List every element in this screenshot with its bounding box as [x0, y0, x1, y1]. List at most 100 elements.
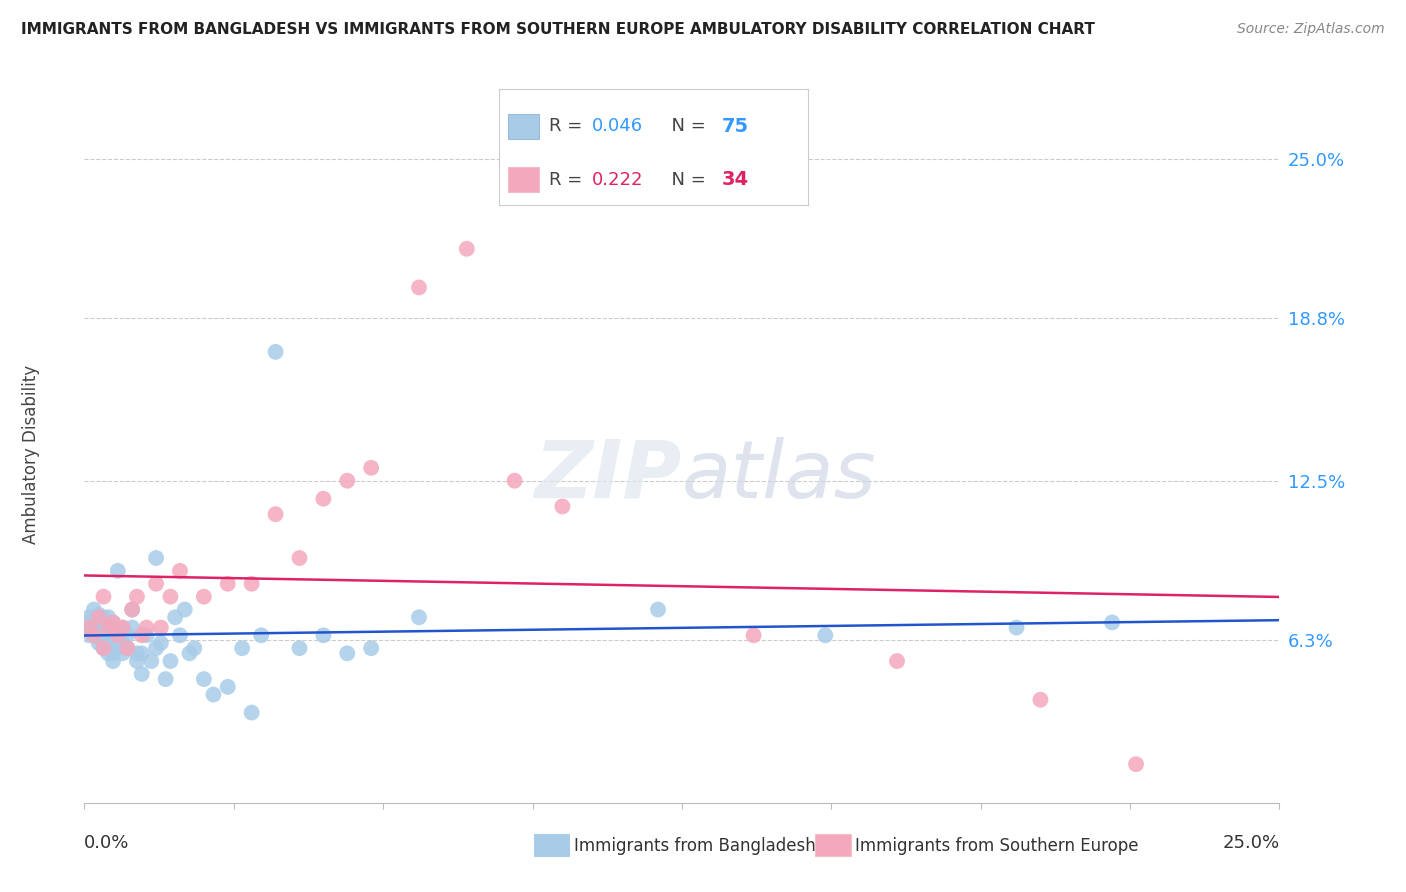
Point [165, 610, 187, 624]
Point [77, 621, 100, 635]
Point [101, 615, 124, 630]
Point [1029, 692, 1052, 706]
Point [93, 590, 115, 604]
Point [250, 628, 273, 642]
Text: Immigrants from Bangladesh: Immigrants from Bangladesh [574, 837, 815, 855]
Point [169, 628, 191, 642]
Point [217, 576, 239, 591]
Point [141, 654, 163, 668]
Point [288, 641, 311, 656]
Point [135, 628, 157, 642]
Point [149, 636, 172, 650]
Point [1125, 757, 1147, 772]
Point [145, 551, 167, 566]
Point [87, 610, 110, 624]
Point [183, 641, 205, 656]
Point [169, 564, 191, 578]
Point [87, 636, 110, 650]
Point [87, 631, 110, 645]
Point [97, 621, 120, 635]
Point [87, 607, 110, 622]
Point [111, 621, 134, 635]
Point [101, 636, 124, 650]
Point [125, 590, 148, 604]
Point [193, 672, 215, 686]
Point [97, 646, 120, 660]
Text: Source: ZipAtlas.com: Source: ZipAtlas.com [1237, 22, 1385, 37]
Point [83, 602, 105, 616]
Point [312, 628, 335, 642]
Point [217, 680, 239, 694]
Text: 0.222: 0.222 [592, 170, 644, 188]
Point [83, 625, 105, 640]
Point [77, 615, 100, 630]
Point [97, 610, 120, 624]
Point [83, 615, 105, 630]
Point [360, 641, 382, 656]
Text: R =: R = [548, 118, 588, 136]
Point [125, 646, 148, 660]
Text: 34: 34 [721, 170, 749, 189]
Point [101, 615, 124, 630]
Point [93, 621, 115, 635]
Point [240, 706, 263, 720]
Text: 0.0%: 0.0% [84, 834, 129, 852]
Text: Ambulatory Disability: Ambulatory Disability [21, 366, 39, 544]
Point [111, 621, 134, 635]
Point [101, 628, 124, 642]
Point [264, 507, 287, 521]
Point [647, 602, 669, 616]
Point [202, 688, 225, 702]
Point [117, 628, 139, 642]
Point [117, 641, 139, 656]
Text: 25.0%: 25.0% [1222, 834, 1279, 852]
Point [149, 621, 172, 635]
Point [107, 641, 129, 656]
Point [360, 460, 382, 475]
Point [155, 672, 177, 686]
Point [107, 628, 129, 642]
Text: ZIP: ZIP [534, 437, 682, 515]
Point [87, 615, 110, 630]
Point [111, 646, 134, 660]
Point [77, 610, 100, 624]
Point [87, 625, 110, 640]
Point [83, 628, 105, 642]
Point [97, 633, 120, 648]
Point [179, 646, 201, 660]
Point [121, 621, 143, 635]
Point [121, 602, 143, 616]
Point [93, 628, 115, 642]
Point [93, 610, 115, 624]
Point [159, 654, 181, 668]
Point [107, 628, 129, 642]
Point [83, 621, 105, 635]
Point [117, 641, 139, 656]
Point [814, 628, 837, 642]
Text: N =: N = [659, 170, 711, 188]
Text: 75: 75 [721, 117, 749, 136]
Text: Immigrants from Southern Europe: Immigrants from Southern Europe [855, 837, 1139, 855]
FancyBboxPatch shape [509, 113, 540, 139]
Point [173, 602, 195, 616]
Point [131, 646, 153, 660]
Point [121, 602, 143, 616]
Point [97, 621, 120, 635]
Point [264, 344, 287, 359]
Point [145, 576, 167, 591]
Point [336, 646, 359, 660]
Point [77, 628, 100, 642]
Point [193, 590, 215, 604]
Point [288, 551, 311, 566]
Point [408, 610, 430, 624]
Point [135, 621, 157, 635]
Point [93, 641, 115, 656]
FancyBboxPatch shape [509, 167, 540, 193]
Point [1005, 621, 1028, 635]
Point [742, 628, 765, 642]
Point [145, 641, 167, 656]
Point [456, 242, 478, 256]
Point [503, 474, 526, 488]
Point [101, 654, 124, 668]
Point [159, 590, 181, 604]
